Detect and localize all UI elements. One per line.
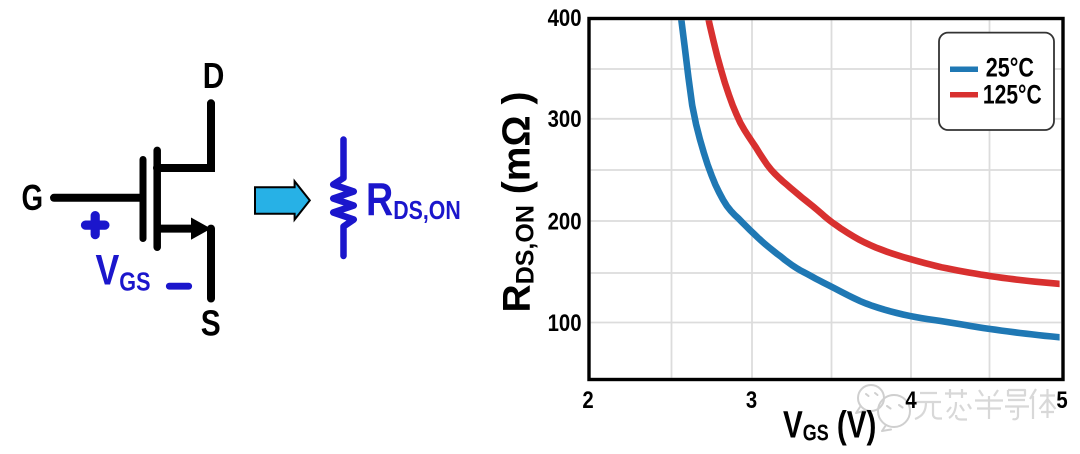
svg-text:3: 3 [746,386,757,413]
svg-text:2: 2 [582,386,593,413]
svg-text:5: 5 [1056,386,1067,413]
svg-text:4: 4 [905,386,917,413]
svg-text:RDS,ON: RDS,ON [366,173,461,225]
svg-text:S: S [201,304,221,344]
svg-text:400: 400 [548,4,582,31]
svg-text:RDS,ON (mΩ ): RDS,ON (mΩ ) [496,92,540,313]
svg-text:300: 300 [548,105,582,132]
svg-text:25°C: 25°C [986,53,1034,83]
svg-text:100: 100 [548,309,582,336]
svg-text:VGS: VGS [96,247,151,298]
svg-text:D: D [203,56,225,96]
svg-text:G: G [21,177,43,218]
svg-text:125°C: 125°C [983,80,1042,110]
svg-text:200: 200 [548,208,582,235]
svg-text:VGS (V): VGS (V) [783,404,876,446]
